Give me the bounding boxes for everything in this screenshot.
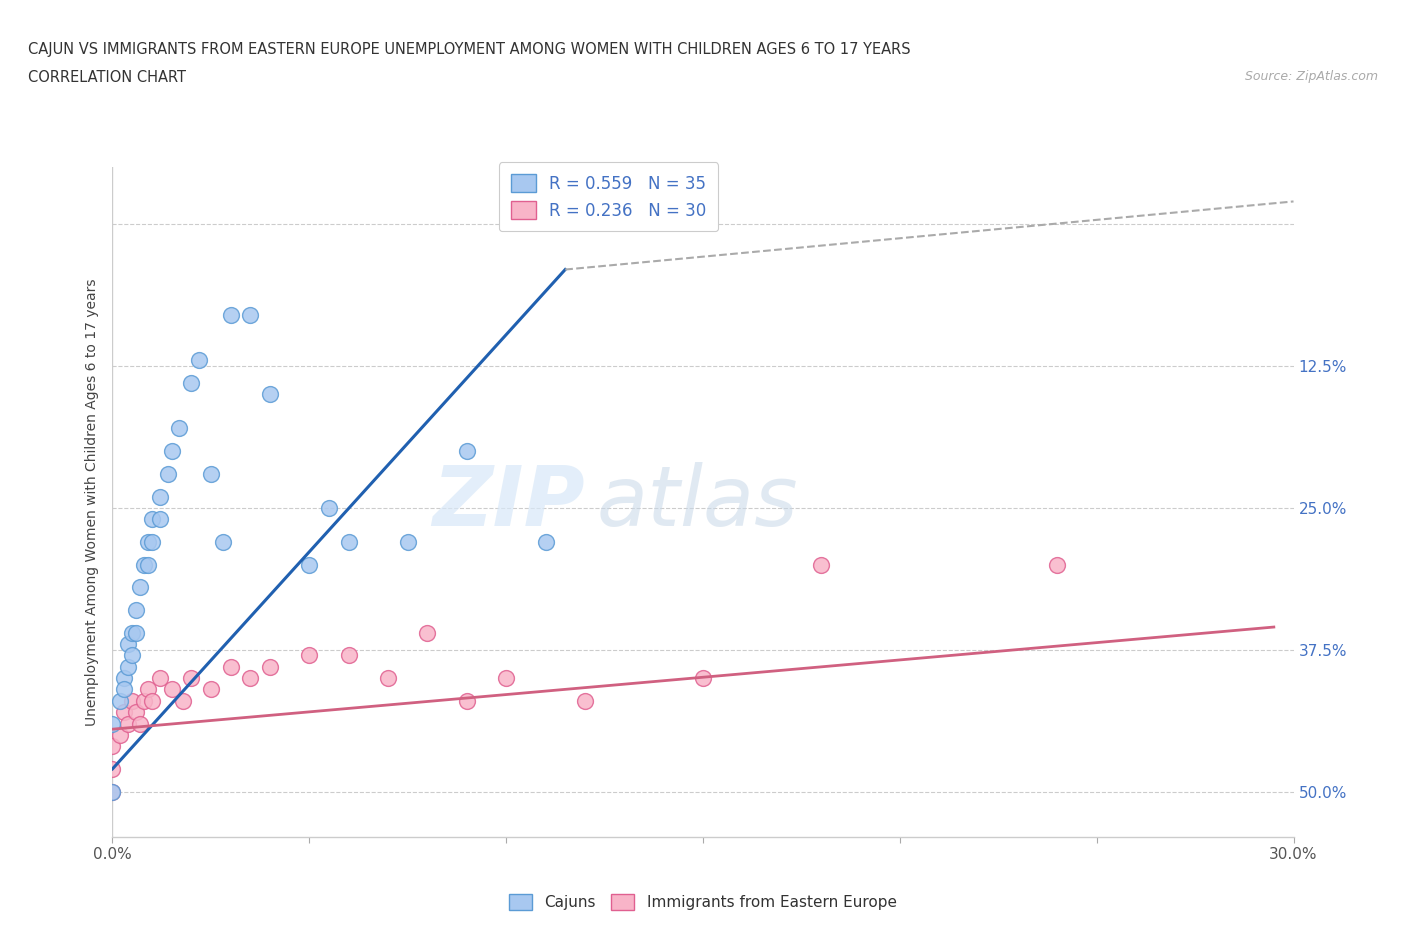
- Point: [180, 671, 202, 685]
- Point: [112, 682, 135, 697]
- Point: [125, 705, 148, 720]
- Point: [160, 444, 183, 458]
- Point: [149, 671, 172, 685]
- Point: [136, 557, 159, 572]
- Point: [101, 762, 124, 777]
- Text: CAJUN VS IMMIGRANTS FROM EASTERN EUROPE UNEMPLOYMENT AMONG WOMEN WITH CHILDREN A: CAJUN VS IMMIGRANTS FROM EASTERN EUROPE …: [28, 42, 911, 57]
- Y-axis label: Unemployment Among Women with Children Ages 6 to 17 years: Unemployment Among Women with Children A…: [86, 278, 100, 726]
- Point: [129, 580, 152, 595]
- Point: [1046, 557, 1069, 572]
- Point: [259, 387, 281, 402]
- Point: [337, 648, 360, 663]
- Point: [121, 648, 143, 663]
- Legend: Cajuns, Immigrants from Eastern Europe: Cajuns, Immigrants from Eastern Europe: [503, 887, 903, 916]
- Point: [456, 694, 478, 709]
- Text: atlas: atlas: [596, 461, 799, 543]
- Text: ZIP: ZIP: [432, 461, 585, 543]
- Point: [160, 682, 183, 697]
- Point: [239, 671, 262, 685]
- Point: [810, 557, 832, 572]
- Point: [574, 694, 596, 709]
- Point: [149, 489, 172, 504]
- Point: [117, 716, 139, 731]
- Point: [132, 557, 155, 572]
- Point: [337, 535, 360, 550]
- Point: [219, 659, 242, 674]
- Point: [141, 535, 163, 550]
- Point: [200, 682, 222, 697]
- Text: CORRELATION CHART: CORRELATION CHART: [28, 70, 186, 85]
- Point: [211, 535, 233, 550]
- Point: [101, 784, 124, 799]
- Point: [298, 648, 321, 663]
- Point: [200, 466, 222, 481]
- Point: [117, 637, 139, 652]
- Point: [149, 512, 172, 526]
- Point: [141, 694, 163, 709]
- Point: [495, 671, 517, 685]
- Point: [132, 694, 155, 709]
- Point: [692, 671, 714, 685]
- Point: [112, 705, 135, 720]
- Point: [180, 376, 202, 391]
- Point: [169, 421, 191, 436]
- Point: [136, 535, 159, 550]
- Point: [141, 512, 163, 526]
- Point: [125, 625, 148, 640]
- Point: [110, 694, 132, 709]
- Point: [101, 716, 124, 731]
- Point: [129, 716, 152, 731]
- Point: [110, 727, 132, 742]
- Point: [396, 535, 419, 550]
- Point: [172, 694, 194, 709]
- Point: [121, 694, 143, 709]
- Point: [112, 671, 135, 685]
- Point: [298, 557, 321, 572]
- Point: [416, 625, 439, 640]
- Point: [117, 659, 139, 674]
- Point: [188, 352, 211, 367]
- Point: [101, 738, 124, 753]
- Point: [101, 784, 124, 799]
- Point: [136, 682, 159, 697]
- Point: [534, 535, 557, 550]
- Point: [239, 308, 262, 323]
- Point: [156, 466, 179, 481]
- Text: Source: ZipAtlas.com: Source: ZipAtlas.com: [1244, 70, 1378, 83]
- Point: [318, 500, 340, 515]
- Point: [125, 603, 148, 618]
- Point: [219, 308, 242, 323]
- Point: [456, 444, 478, 458]
- Point: [259, 659, 281, 674]
- Point: [377, 671, 399, 685]
- Point: [121, 625, 143, 640]
